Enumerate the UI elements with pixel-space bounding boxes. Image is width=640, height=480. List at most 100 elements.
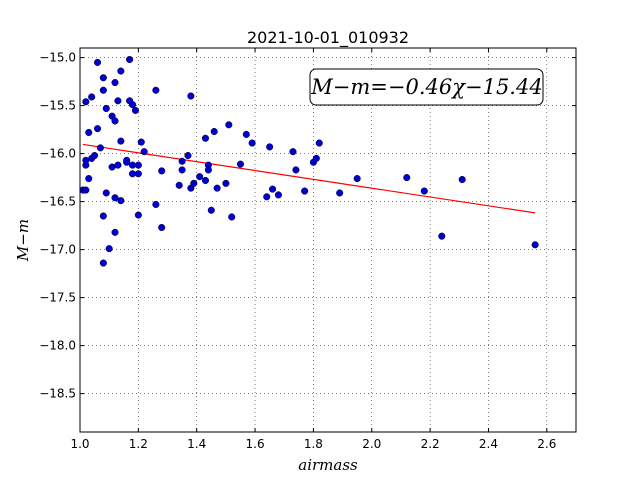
data-point	[184, 151, 192, 160]
data-point	[152, 86, 160, 94]
ticks: 1.0 1.2 1.4 1.6 1.8 2.0 2.2 2.4 2.6 −15.0 −15.5 −16…	[39, 48, 576, 451]
data-point	[225, 121, 233, 129]
grid	[79, 48, 576, 432]
data-point	[114, 97, 122, 105]
data-point	[93, 125, 102, 133]
y-tick-label: −18.0	[39, 339, 76, 353]
x-tick-label: 2.4	[479, 437, 498, 451]
y-axis-label: M−m	[14, 219, 32, 262]
data-point	[312, 154, 320, 162]
data-point	[93, 58, 102, 66]
data-point	[96, 144, 104, 152]
x-axis-label: airmass	[298, 456, 358, 474]
data-point	[187, 92, 195, 100]
fit-line-group	[82, 143, 536, 214]
y-tick-label: −16.0	[39, 147, 76, 161]
data-point	[263, 193, 271, 201]
data-point	[228, 213, 236, 221]
data-point	[99, 212, 107, 220]
data-point	[82, 98, 90, 106]
data-point	[353, 175, 361, 183]
data-point	[207, 206, 215, 214]
data-point	[269, 185, 277, 193]
data-point	[128, 101, 137, 109]
data-point	[123, 156, 131, 164]
annotation-box: M−m=−0.46χ−15.44	[309, 68, 544, 106]
data-point	[99, 86, 107, 94]
data-point	[111, 117, 119, 125]
data-point	[111, 79, 119, 87]
data-point	[204, 166, 212, 174]
chart-title: 2021-10-01_010932	[247, 28, 409, 48]
x-tick-label: 1.0	[70, 437, 89, 451]
data-point	[213, 184, 221, 192]
data-point	[111, 228, 119, 236]
data-point	[178, 157, 186, 165]
data-point	[158, 223, 166, 232]
data-point	[301, 187, 309, 195]
data-point	[420, 187, 428, 195]
data-point	[175, 181, 183, 189]
data-point	[99, 259, 107, 267]
data-point	[190, 179, 198, 187]
data-point	[137, 138, 145, 146]
y-tick-label: −15.5	[39, 99, 76, 113]
y-tick-label: −17.0	[39, 243, 76, 257]
data-point	[131, 106, 139, 114]
y-tick-label: −16.5	[39, 195, 76, 209]
data-points	[79, 55, 539, 267]
data-point	[531, 241, 539, 249]
data-point	[99, 74, 107, 82]
data-point	[222, 179, 230, 187]
data-point	[117, 197, 125, 205]
data-point	[236, 160, 245, 168]
data-point	[114, 161, 122, 169]
data-point	[85, 175, 93, 183]
data-point	[102, 189, 110, 197]
data-point	[117, 137, 125, 145]
data-point	[458, 175, 466, 184]
data-point	[196, 173, 204, 181]
y-tick-label: −15.0	[39, 51, 76, 65]
plot-frame	[79, 47, 577, 433]
data-point	[134, 211, 142, 219]
data-point	[140, 148, 148, 156]
x-tick-label: 1.4	[187, 437, 206, 451]
data-point	[178, 166, 186, 174]
data-point	[126, 55, 134, 64]
data-point	[152, 200, 160, 209]
data-point	[85, 128, 93, 137]
data-point	[111, 194, 119, 202]
data-point	[336, 189, 344, 197]
x-tick-label: 2.2	[421, 437, 440, 451]
data-point	[438, 232, 446, 240]
data-point	[289, 148, 297, 156]
data-point	[201, 176, 210, 185]
data-point	[134, 161, 142, 169]
data-point	[201, 134, 210, 142]
data-point	[134, 170, 142, 178]
data-point	[91, 151, 99, 160]
data-point	[403, 174, 411, 182]
y-tick-label: −17.5	[39, 291, 76, 305]
fit-line	[82, 143, 536, 214]
data-point	[105, 245, 113, 253]
data-point	[292, 166, 300, 174]
x-tick-label: 2.6	[537, 437, 556, 451]
y-tick-label: −18.5	[39, 387, 76, 401]
data-point	[274, 191, 282, 199]
data-point	[82, 186, 90, 194]
data-point	[102, 104, 110, 113]
data-point	[242, 130, 250, 138]
data-point	[117, 67, 125, 75]
data-point	[158, 167, 166, 175]
x-tick-label: 1.6	[246, 437, 265, 451]
data-point	[315, 139, 323, 147]
x-tick-label: 2.0	[362, 437, 381, 451]
x-tick-label: 1.2	[129, 437, 148, 451]
data-point	[210, 127, 218, 136]
x-tick-label: 1.8	[304, 437, 323, 451]
data-point	[248, 139, 256, 147]
data-point	[266, 143, 274, 151]
